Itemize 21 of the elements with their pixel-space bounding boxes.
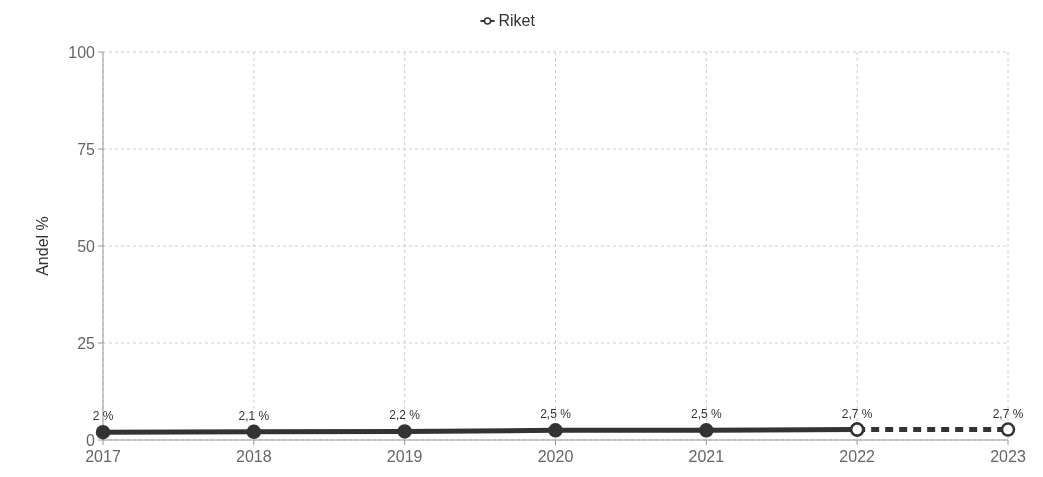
y-tick-label: 100 [68,43,96,61]
data-label: 2,7 % [992,406,1024,421]
y-tick-label: 50 [77,237,96,255]
x-tick-label: 2021 [688,448,725,465]
x-tick-label: 2023 [990,448,1026,465]
y-tick-label: 75 [77,140,96,158]
data-label: 2,1 % [238,408,270,423]
data-label: 2 % [92,409,114,424]
y-tick-label: 0 [86,431,96,449]
data-label: 2,5 % [690,407,723,422]
legend-label: Riket [498,12,536,29]
data-label: 2,2 % [389,408,421,423]
y-axis-title: Andel % [34,216,51,276]
data-label: 2,5 % [540,407,572,422]
data-label: 2,7 % [841,406,873,421]
x-tick-label: 2017 [85,448,121,465]
y-tick-label: 25 [77,334,96,352]
x-tick-label: 2022 [839,448,876,465]
x-tick-label: 2019 [386,448,423,465]
x-tick-label: 2020 [537,448,574,465]
x-tick-label: 2018 [236,448,272,465]
